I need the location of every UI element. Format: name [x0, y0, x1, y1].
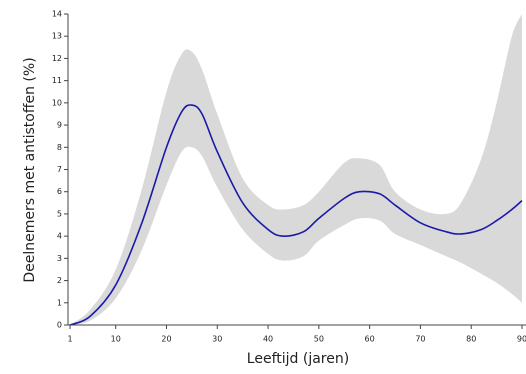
y-axis-title: Deelnemers met antistoffen (%) [22, 57, 38, 282]
y-tick-label: 11 [52, 76, 62, 85]
x-tick-label: 70 [415, 335, 425, 344]
x-axis-title: Leeftijd (jaren) [247, 351, 349, 367]
x-tick-label: 80 [466, 335, 476, 344]
y-tick-label: 10 [52, 98, 62, 107]
x-tick-label: 50 [314, 335, 324, 344]
line [69, 104, 523, 326]
x-tick-label: 20 [161, 335, 171, 344]
y-tick-label: 7 [57, 165, 62, 174]
y-tick-label: 6 [57, 187, 62, 196]
y-tick-label: 1 [57, 298, 62, 307]
y-tick-label: 4 [57, 232, 62, 241]
x-tick-label: 40 [263, 335, 273, 344]
x-tick-label: 30 [212, 335, 222, 344]
y-tick-label: 2 [57, 276, 62, 285]
y-tick-label: 12 [52, 54, 62, 63]
y-tick-label: 13 [52, 32, 62, 41]
y-tick-label: 3 [57, 254, 62, 263]
confidence-band [70, 14, 522, 325]
x-tick-label: 10 [111, 335, 121, 344]
y-tick-label: 14 [52, 10, 62, 19]
y-tick-label: 8 [57, 143, 62, 152]
x-tick-label: 90 [517, 335, 526, 344]
x-tick-label: 1 [67, 335, 72, 344]
y-tick-label: 9 [57, 121, 62, 130]
y-tick-label: 5 [57, 209, 62, 218]
x-tick-label: 60 [365, 335, 375, 344]
y-tick-label: 0 [57, 321, 62, 330]
